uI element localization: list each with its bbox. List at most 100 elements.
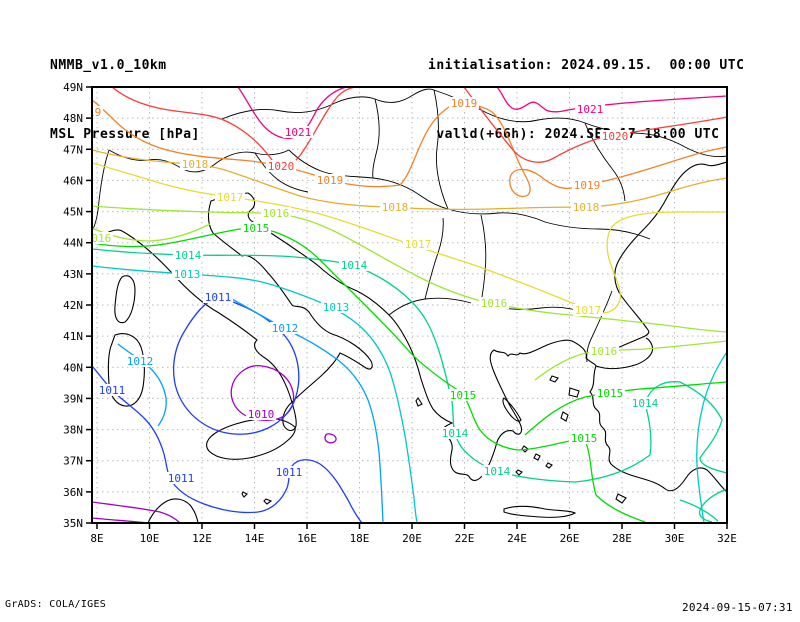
lon-label: 26E xyxy=(560,532,580,545)
map-inner: 1010 1011 1011 1011 1011 1012 1012 1013 1013 1014… xyxy=(92,87,727,523)
isobar-label-gap xyxy=(481,465,513,477)
lat-label: 38N xyxy=(63,424,83,437)
isobar-label-gap xyxy=(92,232,114,244)
isobar-1021 xyxy=(496,87,727,113)
isobar-label-1011: 1011 xyxy=(99,384,126,397)
isobar-label-gap xyxy=(165,472,197,484)
isobar-label-gap xyxy=(478,297,510,309)
isobar-label-gap xyxy=(588,345,620,357)
isobar-1020 xyxy=(463,87,727,163)
coastline xyxy=(549,375,559,383)
isobar-label-1011: 1011 xyxy=(205,291,232,304)
model-name: NMMB_v1.0_10km xyxy=(50,58,167,73)
lon-label: 14E xyxy=(245,532,265,545)
isobar-label-1014: 1014 xyxy=(175,249,202,262)
isobar-1016 xyxy=(92,205,727,333)
isobar-label-gap xyxy=(240,222,272,234)
lon-label: 24E xyxy=(507,532,527,545)
lat-label: 44N xyxy=(63,237,83,250)
isobar-1010 xyxy=(324,433,337,444)
lat-label: 40N xyxy=(63,361,83,374)
lon-label: 18E xyxy=(350,532,370,545)
isobar-label-1019: 1019 xyxy=(451,97,478,110)
lon-label: 32E xyxy=(717,532,737,545)
coastline xyxy=(147,498,199,523)
isobar-label-gap xyxy=(265,160,297,172)
isobar-label-1020: 1020 xyxy=(268,160,295,173)
coastline xyxy=(263,498,273,505)
isobar-label-1017: 1017 xyxy=(405,238,432,251)
isobar-1010 xyxy=(92,501,181,523)
isobar-label-gap xyxy=(172,249,204,261)
isobar-label-1017: 1017 xyxy=(575,304,602,317)
lon-label: 22E xyxy=(455,532,475,545)
isobar-label-gap xyxy=(629,397,661,409)
isobar-label-gap xyxy=(379,201,411,213)
lat-label: 37N xyxy=(63,455,83,468)
lat-label: 48N xyxy=(63,112,83,125)
coastline xyxy=(114,275,136,324)
coastline xyxy=(545,462,553,469)
isobar-1011 xyxy=(92,365,363,523)
coastline xyxy=(614,161,727,331)
coastline xyxy=(247,192,597,481)
coastline xyxy=(415,397,423,407)
lat-label: 42N xyxy=(63,299,83,312)
isobar-label-gap xyxy=(599,130,631,142)
isobar-label-gap xyxy=(273,466,305,478)
country-border xyxy=(372,98,380,179)
country-border xyxy=(221,88,435,120)
lon-label: 10E xyxy=(140,532,160,545)
isobar-label-gap xyxy=(320,301,352,313)
isobar-label-gap xyxy=(447,389,479,401)
isobar-label-1015: 1015 xyxy=(243,222,270,235)
country-border xyxy=(480,214,487,305)
isobar-label-1011: 1011 xyxy=(168,472,195,485)
isobar-label-1021: 1021 xyxy=(285,126,312,139)
lat-label: 45N xyxy=(63,206,83,219)
coastline xyxy=(589,365,727,493)
isobar-label-gap xyxy=(245,408,277,420)
lat-label: 49N xyxy=(63,81,83,94)
isobar-1011 xyxy=(172,296,300,435)
coastline xyxy=(615,493,627,504)
country-border xyxy=(584,122,626,202)
isobar-label-1015: 1015 xyxy=(450,389,477,402)
coastline xyxy=(533,453,541,461)
lon-label: 16E xyxy=(297,532,317,545)
country-border xyxy=(388,297,472,316)
isobar-label-1013: 1013 xyxy=(323,301,350,314)
coastline xyxy=(503,505,577,518)
lat-label: 39N xyxy=(63,392,83,405)
isobar-label-1015: 1015 xyxy=(571,432,598,445)
isobar-label-1012: 1012 xyxy=(272,322,299,335)
isobar-label-gap xyxy=(439,427,471,439)
lon-label: 30E xyxy=(665,532,685,545)
isobar-1014 xyxy=(698,488,727,523)
isobar-label-1019: 1019 xyxy=(317,174,344,187)
coastline xyxy=(560,411,569,422)
isobar-label-1011: 1011 xyxy=(276,466,303,479)
country-border xyxy=(254,152,309,193)
isobar-label-gap xyxy=(260,207,292,219)
isobar-label-1021: 1021 xyxy=(577,103,604,116)
coastline xyxy=(595,337,654,370)
isobar-label-1014: 1014 xyxy=(632,397,659,410)
isobar-label-gap xyxy=(202,291,234,303)
isobar-label-gap xyxy=(568,432,600,444)
isobar-label-gap xyxy=(124,355,156,367)
header-left: NMMB_v1.0_10km MSL Pressure [hPa] xyxy=(50,8,200,169)
isobar-1012 xyxy=(219,292,384,523)
isobar-label-1014: 1014 xyxy=(341,259,368,272)
render-timestamp: 2024-09-15-07:31 xyxy=(682,601,793,614)
isobar-label-1012: 1012 xyxy=(127,355,154,368)
coastline xyxy=(521,445,529,453)
isobar-label-gap xyxy=(338,259,370,271)
lat-label: 47N xyxy=(63,143,83,156)
lon-label: 8E xyxy=(90,532,103,545)
isobar-label-1016: 1016 xyxy=(481,297,508,310)
isobar-label-1015: 1015 xyxy=(597,387,624,400)
isobar-label-1019: 1019 xyxy=(574,179,601,192)
